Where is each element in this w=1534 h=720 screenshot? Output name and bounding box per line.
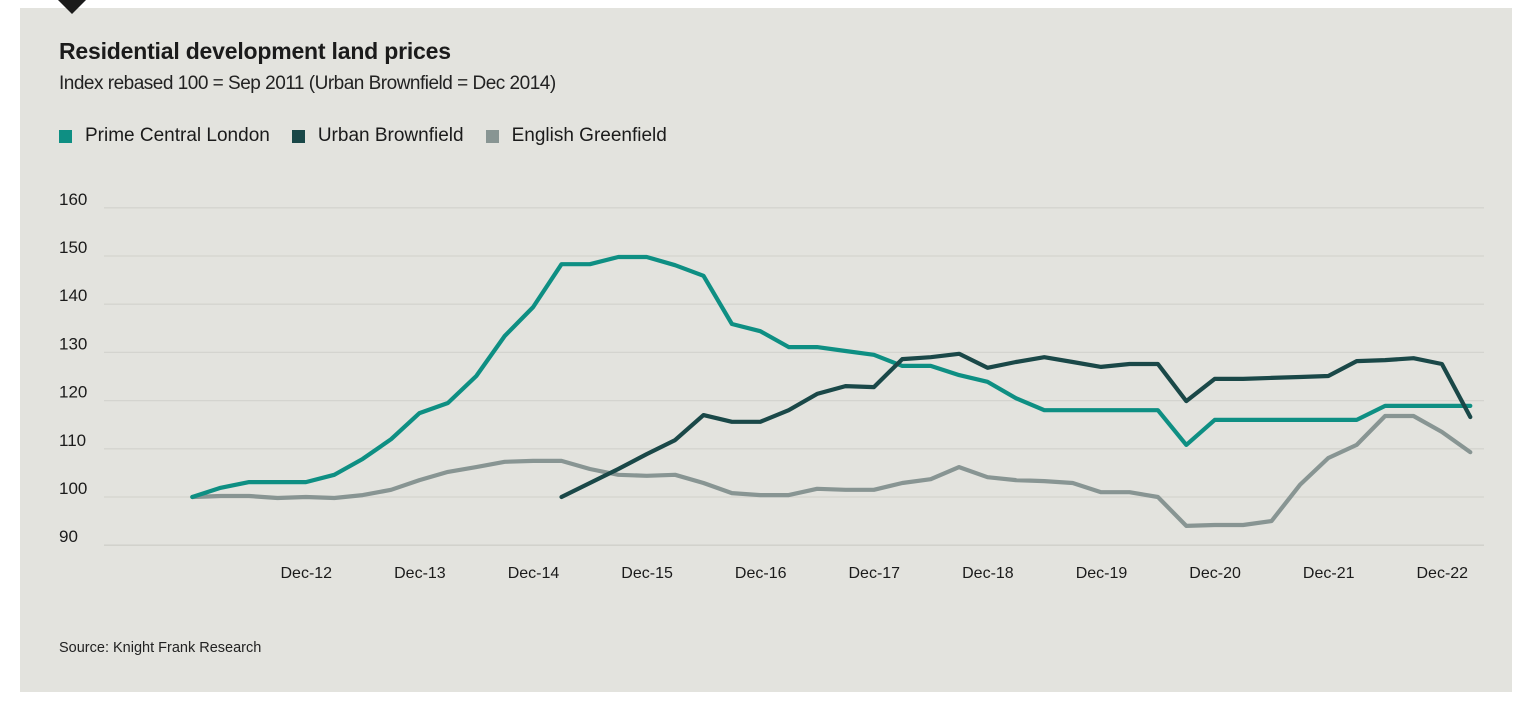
x-tick-label: Dec-14 (508, 565, 560, 582)
section-marker-triangle-icon (58, 0, 86, 14)
y-tick-label: 130 (59, 334, 87, 353)
series-line-urban-brownfield (559, 351, 1473, 500)
legend-swatch-icon (291, 129, 305, 143)
series-line-prime-central-london (190, 254, 1473, 500)
x-axis-ticks: Dec-12 Dec-13 Dec-14 Dec-15 Dec-16 Dec-17 Dec-… (281, 565, 1469, 582)
legend-label: Urban Brownfield (317, 125, 464, 146)
legend-item-prime-central-london: Prime Central London (59, 125, 270, 147)
x-tick-label: Dec-17 (849, 565, 901, 582)
legend-item-english-greenfield: English Greenfield (485, 125, 667, 147)
legend-swatch-icon (485, 129, 499, 143)
x-tick-label: Dec-15 (621, 565, 673, 582)
series-lines (190, 254, 1473, 529)
y-tick-label: 100 (59, 479, 87, 498)
legend: Prime Central London Urban Brownfield En… (59, 125, 689, 147)
y-tick-label: 110 (59, 431, 86, 450)
y-tick-label: 150 (59, 238, 87, 257)
legend-label: English Greenfield (511, 125, 667, 146)
chart-title: Residential development land prices (59, 38, 451, 64)
legend-swatch-icon (59, 129, 72, 143)
legend-item-urban-brownfield: Urban Brownfield (291, 125, 464, 147)
chart-panel (20, 8, 1512, 692)
legend-label: Prime Central London (85, 125, 270, 146)
gridlines (104, 207, 1484, 546)
x-tick-label: Dec-12 (281, 565, 333, 582)
x-tick-label: Dec-16 (735, 565, 787, 582)
x-tick-label: Dec-19 (1076, 565, 1128, 582)
y-tick-label: 120 (59, 383, 87, 402)
y-tick-label: 90 (59, 527, 78, 546)
y-tick-label: 160 (59, 190, 87, 209)
x-tick-label: Dec-21 (1303, 565, 1355, 582)
x-tick-label: Dec-20 (1189, 565, 1241, 582)
source-note: Source: Knight Frank Research (59, 640, 262, 656)
y-axis-ticks: 90 100 110 120 130 140 150 160 (59, 190, 87, 546)
chart-subtitle: Index rebased 100 = Sep 2011 (Urban Brow… (59, 73, 556, 94)
x-tick-label: Dec-22 (1417, 565, 1469, 582)
y-tick-label: 140 (59, 286, 87, 305)
x-tick-label: Dec-18 (962, 565, 1014, 582)
x-tick-label: Dec-13 (394, 565, 446, 582)
series-line-english-greenfield (190, 413, 1473, 529)
